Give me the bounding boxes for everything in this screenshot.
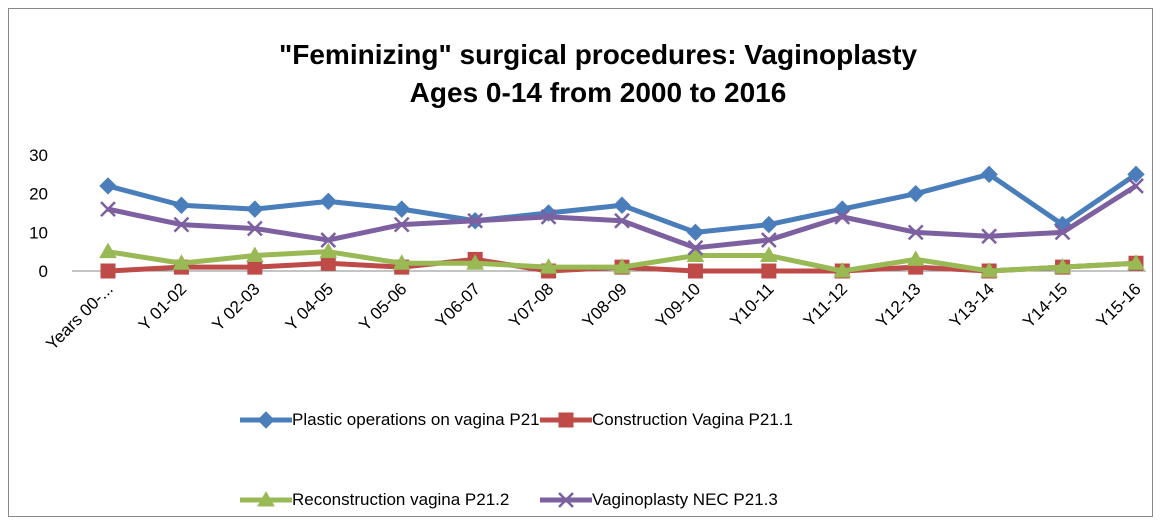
marker [980,261,999,278]
marker [760,215,778,234]
marker [1054,224,1071,241]
marker [1127,165,1145,184]
y-tick-label: 20 [29,185,48,204]
legend-marker [558,412,574,428]
marker [540,208,557,225]
marker [906,250,925,266]
marker [687,239,704,256]
marker [907,224,924,241]
chart-title: Ages 0-14 from 2000 to 2016 [410,77,787,108]
marker [172,254,191,270]
marker [393,200,411,218]
legend-label: Reconstruction vagina P21.2 [292,490,510,509]
marker [834,208,851,225]
legend-marker [558,492,574,508]
marker [759,246,778,263]
marker [172,196,191,214]
marker [393,216,410,233]
marker [246,220,263,237]
marker [100,263,116,279]
marker [257,490,275,507]
marker [99,242,117,259]
marker [246,200,264,218]
marker [392,254,411,270]
marker [1053,258,1072,274]
y-tick-label: 10 [29,223,48,242]
marker [320,255,336,271]
marker [257,411,275,429]
marker [687,263,703,279]
marker [614,212,630,229]
legend-marker [257,490,275,507]
marker [1128,178,1144,194]
marker [686,246,705,263]
marker [558,412,574,428]
marker [761,263,777,279]
marker [319,192,337,211]
legend-label: Vaginoplasty NEC P21.3 [592,490,778,509]
marker [760,232,777,248]
y-tick-label: 30 [29,146,48,165]
marker [613,258,631,274]
marker [245,246,264,263]
marker [980,165,998,184]
marker [99,177,117,195]
marker [100,201,116,218]
marker [558,492,574,508]
marker [686,223,705,242]
marker [319,242,338,259]
marker [466,254,485,270]
marker [833,261,852,278]
marker [247,259,263,275]
marker [467,212,484,229]
y-tick-label: 0 [39,262,48,281]
marker [981,228,998,245]
legend-marker [257,411,275,429]
marker [907,184,925,203]
legend-label: Plastic operations on vagina P21 [292,410,540,429]
marker [173,216,190,233]
chart-title: "Feminizing" surgical procedures: Vagino… [279,39,917,70]
marker [320,232,337,248]
legend-label: Construction Vagina P21.1 [592,410,793,429]
marker [1127,254,1145,270]
marker [613,196,631,214]
marker [539,258,558,274]
